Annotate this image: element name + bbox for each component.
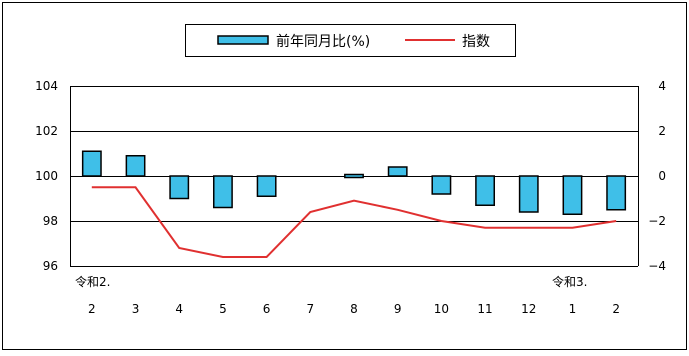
- x-tick-label: 11: [477, 302, 492, 316]
- bar: [606, 175, 627, 211]
- x-tick-label: 9: [394, 302, 402, 316]
- x-tick-label: 10: [434, 302, 449, 316]
- bar: [387, 166, 408, 177]
- x-tick-label: 8: [350, 302, 358, 316]
- legend-line-label: 指数: [462, 34, 490, 50]
- left-axis-ticks: 96 98 100 102 104: [35, 79, 58, 273]
- x-tick-label: 12: [521, 302, 536, 316]
- bar: [431, 175, 452, 195]
- x-tick-label: 5: [219, 302, 227, 316]
- bar: [562, 175, 583, 215]
- right-tick-label: 0: [658, 169, 666, 183]
- left-tick-label: 100: [35, 169, 58, 183]
- left-tick-label: 96: [43, 259, 58, 273]
- bar: [256, 175, 277, 197]
- x-tick-label: 1: [569, 302, 577, 316]
- bar: [169, 175, 190, 200]
- bar-series: [81, 150, 627, 215]
- bar: [518, 175, 539, 213]
- line-series: [91, 186, 617, 258]
- x-tick-label: 7: [306, 302, 314, 316]
- right-tick-label: −4: [648, 259, 666, 273]
- x-axis-ticks: 2 3 4 5 6 7 8 9 10 11 12 1 2: [88, 302, 620, 316]
- bar: [475, 175, 496, 206]
- era-label-end: 令和3.: [552, 274, 587, 289]
- right-axis-ticks: −4 −2 0 2 4: [648, 79, 666, 273]
- grid: [70, 86, 638, 267]
- bar: [212, 175, 233, 209]
- right-tick-label: 2: [658, 124, 666, 138]
- bar: [344, 173, 364, 179]
- legend-bar-label: 前年同月比(%): [276, 33, 370, 50]
- left-tick-label: 102: [35, 124, 58, 138]
- x-tick-label: 2: [88, 302, 96, 316]
- index-line: [91, 186, 617, 258]
- bar: [81, 150, 102, 177]
- x-tick-label: 2: [612, 302, 620, 316]
- legend: 前年同月比(%) 指数: [185, 24, 516, 57]
- left-tick-label: 98: [43, 214, 58, 228]
- era-label-start: 令和2.: [75, 274, 110, 289]
- x-tick-label: 3: [132, 302, 140, 316]
- axes: [70, 86, 639, 266]
- x-tick-label: 6: [263, 302, 271, 316]
- legend-bar-swatch: [217, 35, 269, 45]
- x-tick-label: 4: [175, 302, 183, 316]
- bar: [125, 155, 146, 177]
- right-tick-label: −2: [648, 214, 666, 228]
- left-tick-label: 104: [35, 79, 58, 93]
- right-tick-label: 4: [658, 79, 666, 93]
